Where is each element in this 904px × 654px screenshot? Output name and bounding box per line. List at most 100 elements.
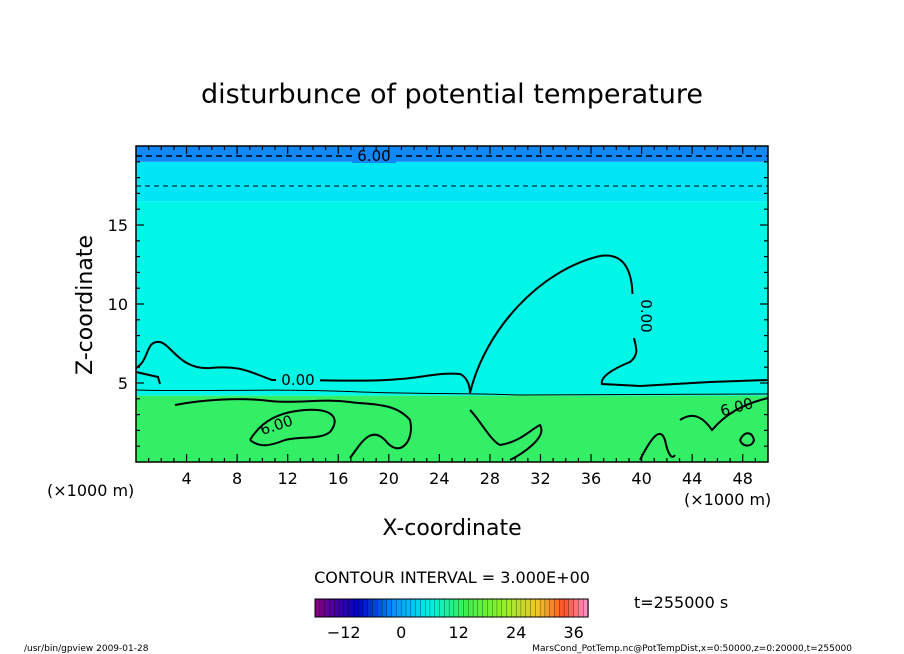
contour-six-blob: [739, 432, 756, 447]
colorbar-cell: [492, 598, 498, 618]
contour-interval: CONTOUR INTERVAL = 3.000E+00: [314, 568, 590, 587]
colorbar-cell: [357, 598, 364, 618]
colorbar-cell: [496, 598, 503, 618]
x-tick-label: 16: [328, 469, 348, 488]
y-axis-label: Z-coordinate: [73, 235, 98, 375]
colorbar-cell: [396, 598, 402, 618]
x-tick-label: 12: [278, 469, 298, 488]
colorbar-cell: [410, 598, 417, 618]
contour-six-left: [174, 398, 412, 459]
colorbar-cell: [377, 598, 383, 618]
colorbar-cell: [420, 598, 426, 618]
colorbar-cell: [573, 598, 580, 618]
x-tick-label: 44: [682, 469, 702, 488]
colorbar-cell: [391, 598, 398, 618]
y-tick-label: 15: [108, 216, 128, 235]
colorbar-cell: [429, 598, 436, 618]
x-tick-label: 28: [480, 469, 500, 488]
x-tick-label: 48: [733, 469, 753, 488]
colorbar-cell: [425, 598, 431, 618]
colorbar-cell: [511, 598, 517, 618]
colorbar-cell: [554, 598, 560, 618]
colorbar-cell: [348, 598, 354, 618]
colorbar-cell: [386, 598, 393, 618]
contour-zero-edge: [135, 371, 161, 385]
time-label: t=255000 s: [634, 593, 728, 612]
colorbar-cell: [477, 598, 484, 618]
colorbar-cell: [444, 598, 450, 618]
colorbar-cell: [367, 598, 374, 618]
colorbar-tick-label: 36: [563, 623, 583, 642]
contour-six-right: [469, 397, 769, 461]
contour-six-loop: [249, 408, 336, 447]
shade-band: [136, 146, 768, 162]
colorbar-cell: [559, 598, 565, 618]
contour-thin: [135, 389, 769, 396]
colorbar-cell: [549, 598, 556, 618]
colorbar-tick-label: −12: [327, 623, 361, 642]
colorbar-cell: [520, 598, 527, 618]
footer-right: MarsCond_PotTemp.nc@PotTempDist,x=0:5000…: [532, 644, 852, 654]
x-tick-label: 4: [181, 469, 191, 488]
colorbar-cell: [487, 598, 493, 618]
shade-band: [136, 161, 768, 202]
colorbar-cell: [539, 598, 546, 618]
colorbar-cell: [544, 598, 551, 618]
plot-area: 6.00 0.00 0.00 6.00 6.00: [135, 145, 769, 463]
colorbar-cell: [535, 598, 541, 618]
colorbar-cell: [501, 598, 508, 618]
contour-label: 6.00: [357, 147, 390, 165]
colorbar-cell: [314, 598, 321, 618]
colorbar-tick-label: 24: [506, 623, 526, 642]
colorbar-cell: [563, 598, 570, 618]
colorbar-cell: [482, 598, 489, 618]
colorbar-cell: [353, 598, 359, 618]
colorbar-cell: [506, 598, 513, 618]
x-unit-right: (×1000 m): [684, 490, 771, 509]
x-tick-label: 32: [530, 469, 550, 488]
colorbar-cell: [319, 598, 326, 618]
y-tick-label: 10: [108, 295, 128, 314]
colorbar: −12 0 12 24 36: [314, 598, 589, 642]
x-tick-label: 36: [581, 469, 601, 488]
colorbar-cell: [525, 598, 532, 618]
x-tick-label: 8: [232, 469, 242, 488]
x-axis-label: X-coordinate: [382, 516, 521, 541]
colorbar-cell: [439, 598, 445, 618]
colorbar-cell: [516, 598, 522, 618]
colorbar-cell: [324, 598, 331, 618]
colorbar-cell: [343, 598, 350, 618]
footer-left: /usr/bin/gpview 2009-01-28: [24, 644, 149, 654]
x-tick-label: 20: [379, 469, 399, 488]
x-tick-label: 24: [429, 469, 449, 488]
y-tick-label: 5: [118, 374, 128, 393]
colorbar-cell: [448, 598, 455, 618]
shade-band: [136, 395, 768, 462]
colorbar-cell: [463, 598, 469, 618]
colorbar-cell: [578, 598, 584, 618]
contour-label: 0.00: [281, 371, 314, 389]
colorbar-cell: [458, 598, 465, 618]
colorbar-cell: [372, 598, 378, 618]
shade-band: [136, 201, 768, 396]
colorbar-cell: [415, 598, 422, 618]
colorbar-cell: [453, 598, 460, 618]
colorbar-cell: [338, 598, 345, 618]
x-unit-left: (×1000 m): [47, 481, 134, 500]
colorbar-cell: [530, 598, 536, 618]
colorbar-cell: [401, 598, 407, 618]
x-tick-label: 40: [631, 469, 651, 488]
colorbar-frame: [314, 598, 589, 618]
colorbar-tick-label: 12: [449, 623, 469, 642]
colorbar-cell: [434, 598, 441, 618]
colorbar-cell: [329, 598, 335, 618]
colorbar-cell: [334, 598, 340, 618]
contour-label: 0.00: [637, 299, 655, 332]
colorbar-tick-label: 0: [396, 623, 406, 642]
colorbar-cell: [472, 598, 479, 618]
colorbar-cell: [405, 598, 412, 618]
colorbar-cell: [468, 598, 474, 618]
colorbar-cell: [381, 598, 388, 618]
chart-title: disturbunce of potential temperature: [201, 79, 703, 110]
